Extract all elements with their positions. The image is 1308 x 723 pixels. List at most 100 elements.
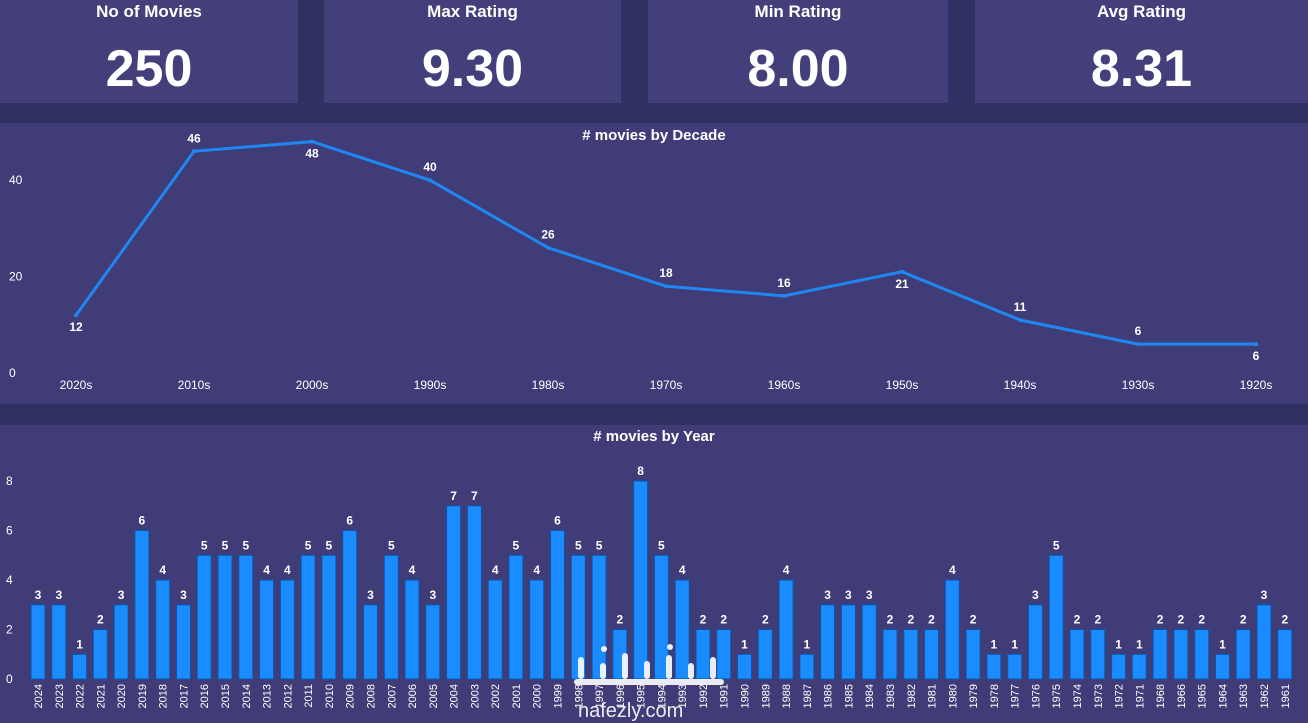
data-label: 5 <box>222 538 229 552</box>
year-bar[interactable] <box>1277 629 1293 680</box>
x-tick-label: 1976 <box>1030 684 1042 708</box>
year-bar[interactable] <box>238 554 254 680</box>
year-bar[interactable] <box>113 604 129 680</box>
year-bar[interactable] <box>51 604 67 680</box>
data-point[interactable] <box>428 178 432 183</box>
year-bar[interactable] <box>217 554 233 680</box>
kpi-label: Max Rating <box>427 2 518 21</box>
x-tick-label: 2015 <box>220 684 232 708</box>
data-label: 5 <box>242 538 249 552</box>
year-bar[interactable] <box>550 530 565 680</box>
data-label: 1 <box>741 637 748 651</box>
data-point[interactable] <box>900 269 904 274</box>
year-bar[interactable] <box>778 579 794 680</box>
year-bar[interactable] <box>30 604 46 680</box>
year-bar[interactable] <box>861 604 877 680</box>
data-label: 6 <box>554 514 561 528</box>
year-bar[interactable] <box>176 604 191 680</box>
year-bar[interactable] <box>1069 629 1085 680</box>
year-bar[interactable] <box>363 604 378 680</box>
data-point[interactable] <box>310 139 314 144</box>
year-bar[interactable] <box>72 653 88 680</box>
year-bar[interactable] <box>1235 629 1251 680</box>
data-point[interactable] <box>782 293 786 298</box>
year-bar[interactable] <box>425 604 441 680</box>
year-bar[interactable] <box>342 530 358 680</box>
year-bar[interactable] <box>466 505 482 680</box>
data-label: 7 <box>471 489 478 503</box>
year-bar[interactable] <box>92 629 108 680</box>
data-label: 40 <box>423 160 437 174</box>
year-bar[interactable] <box>1048 554 1064 680</box>
data-point[interactable] <box>664 284 668 289</box>
data-label: 4 <box>492 563 499 577</box>
data-point[interactable] <box>74 313 78 318</box>
year-bar[interactable] <box>383 554 399 680</box>
data-label: 46 <box>187 131 201 145</box>
data-point[interactable] <box>546 245 550 250</box>
decade-chart-title: # movies by Decade <box>582 127 725 144</box>
data-label: 5 <box>326 538 333 552</box>
x-tick-label: 2012 <box>282 684 294 708</box>
year-bar[interactable] <box>134 530 150 680</box>
watermark-text: nafezly.com <box>578 700 683 722</box>
year-bar[interactable] <box>737 653 752 680</box>
year-bar[interactable] <box>757 629 773 680</box>
kpi-card-max-rating: Max Rating 9.30 <box>324 0 621 103</box>
x-tick-label: 2008 <box>366 684 378 708</box>
year-bar[interactable] <box>1007 653 1023 680</box>
year-bar[interactable] <box>508 554 524 680</box>
decade-chart-panel: # movies by Decade 0 20 40 2020s 2010s 2000s 1… <box>0 123 1308 404</box>
year-bar[interactable] <box>1152 629 1168 680</box>
x-tick-label: 1989 <box>760 684 772 708</box>
year-bar[interactable] <box>903 629 919 680</box>
year-bar[interactable] <box>1256 604 1272 680</box>
year-bar[interactable] <box>965 629 981 680</box>
year-bar[interactable] <box>446 505 462 680</box>
year-bar[interactable] <box>1131 653 1147 680</box>
data-point[interactable] <box>1254 342 1258 347</box>
x-tick-label: 1965 <box>1197 684 1209 708</box>
year-bar[interactable] <box>300 554 316 680</box>
year-bar[interactable] <box>1215 653 1230 680</box>
x-tick-label: 2009 <box>345 684 357 708</box>
data-point[interactable] <box>192 149 196 154</box>
data-label: 3 <box>429 588 436 602</box>
year-bar[interactable] <box>155 579 171 680</box>
data-label: 4 <box>533 563 540 577</box>
x-tick-label: 1992 <box>698 684 710 708</box>
year-bar[interactable] <box>1090 629 1106 680</box>
year-bar[interactable] <box>487 579 503 680</box>
y-tick-label: 2 <box>6 623 13 637</box>
x-tick-label: 1960s <box>768 378 801 392</box>
x-tick-label: 1988 <box>781 684 793 708</box>
year-bar[interactable] <box>944 579 960 680</box>
year-bar[interactable] <box>279 579 295 680</box>
year-bar[interactable] <box>259 579 275 680</box>
year-bar[interactable] <box>529 579 545 680</box>
year-bar[interactable] <box>799 653 815 680</box>
decade-series-line <box>74 140 1256 346</box>
year-bar[interactable] <box>924 629 939 680</box>
year-bar[interactable] <box>986 653 1002 680</box>
data-label: 5 <box>388 538 395 552</box>
year-bar[interactable] <box>716 629 732 680</box>
data-label: 2 <box>97 613 104 627</box>
year-bar[interactable] <box>840 604 856 680</box>
year-bar[interactable] <box>1027 604 1043 680</box>
x-tick-label: 1940s <box>1004 378 1037 392</box>
year-bar[interactable] <box>321 554 337 680</box>
year-bar[interactable] <box>1111 653 1127 680</box>
data-point[interactable] <box>1136 342 1140 347</box>
year-bar[interactable] <box>1194 629 1210 680</box>
year-bar[interactable] <box>882 629 898 680</box>
x-tick-label: 1980s <box>532 378 565 392</box>
year-bar[interactable] <box>1173 629 1189 680</box>
year-bar[interactable] <box>196 554 212 680</box>
year-bar[interactable] <box>820 604 836 680</box>
data-point[interactable] <box>1018 317 1022 322</box>
data-label: 26 <box>541 228 555 242</box>
data-label: 18 <box>659 266 673 280</box>
x-tick-label: 1990 <box>740 684 752 708</box>
year-bar[interactable] <box>404 579 420 680</box>
